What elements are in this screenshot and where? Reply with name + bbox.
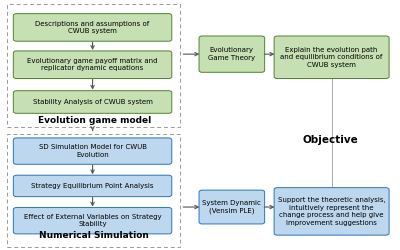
Text: Objective: Objective: [303, 135, 358, 145]
Text: System Dynamic
(Vensim PLE): System Dynamic (Vensim PLE): [202, 200, 261, 214]
FancyBboxPatch shape: [199, 36, 265, 72]
FancyBboxPatch shape: [13, 91, 172, 113]
Text: Evolutionary
Game Theory: Evolutionary Game Theory: [208, 48, 255, 61]
Text: Explain the evolution path
and equilibrium conditions of
CWUB system: Explain the evolution path and equilibri…: [280, 47, 383, 68]
Text: Descriptions and assumptions of
CWUB system: Descriptions and assumptions of CWUB sys…: [36, 21, 150, 34]
FancyBboxPatch shape: [13, 175, 172, 197]
Text: SD Simulation Model for CWUB
Evolution: SD Simulation Model for CWUB Evolution: [38, 144, 146, 158]
Text: Evolutionary game payoff matrix and
replicator dynamic equations: Evolutionary game payoff matrix and repl…: [27, 58, 158, 71]
Text: Support the theoretic analysis,
intuitively represent the
change process and hel: Support the theoretic analysis, intuitiv…: [278, 197, 386, 226]
FancyBboxPatch shape: [13, 51, 172, 78]
Bar: [7, 4, 180, 128]
FancyBboxPatch shape: [13, 208, 172, 234]
FancyBboxPatch shape: [13, 14, 172, 41]
Text: Numerical Simulation: Numerical Simulation: [39, 231, 149, 240]
FancyBboxPatch shape: [13, 138, 172, 164]
FancyBboxPatch shape: [274, 36, 389, 78]
FancyBboxPatch shape: [274, 188, 389, 235]
FancyBboxPatch shape: [199, 190, 265, 224]
Text: Effect of External Variables on Strategy
Stability: Effect of External Variables on Strategy…: [24, 214, 161, 228]
Text: Evolution game model: Evolution game model: [38, 116, 151, 124]
Text: Stability Analysis of CWUB system: Stability Analysis of CWUB system: [33, 99, 152, 105]
Bar: [7, 134, 180, 247]
Text: Strategy Equilibrium Point Analysis: Strategy Equilibrium Point Analysis: [31, 183, 154, 189]
